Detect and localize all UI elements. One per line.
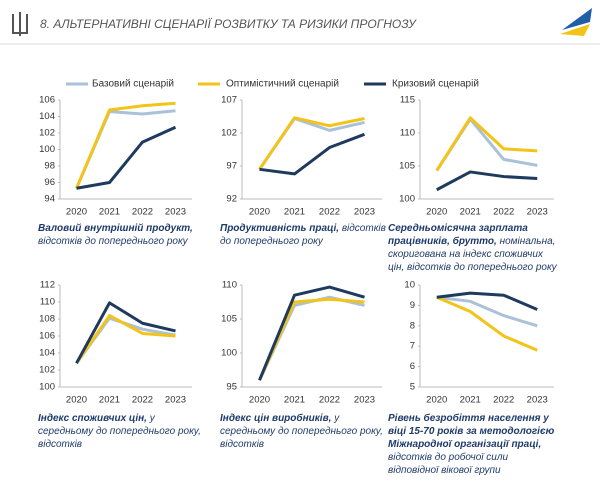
logo	[560, 8, 592, 36]
series-line	[259, 132, 366, 176]
series-line	[435, 116, 538, 172]
y-tick-label: 94	[44, 194, 55, 205]
legend-label: Кризовий сценарій	[392, 79, 479, 90]
chart-caption: Валовий внутрішній продукт, відсотків до…	[38, 222, 210, 248]
y-tick-label: 95	[226, 382, 237, 393]
x-tick-label: 2021	[99, 207, 120, 218]
y-tick-label: 106	[39, 331, 55, 342]
series-line	[75, 314, 176, 365]
x-tick-label: 2023	[527, 395, 548, 406]
series-line	[258, 285, 365, 381]
series-line	[76, 125, 177, 190]
x-tick-label: 2020	[249, 395, 270, 406]
y-tick-label: 100	[39, 382, 55, 393]
y-tick-label: 100	[221, 348, 237, 359]
y-tick-label: 112	[40, 280, 55, 291]
y-tick-label: 108	[39, 314, 55, 325]
legend-label: Оптимістичний сценарій	[226, 79, 339, 90]
x-tick-label: 2022	[132, 395, 153, 406]
x-tick-label: 2020	[426, 395, 447, 406]
caption-subtitle: відсотків до попереднього року	[220, 223, 386, 247]
caption-subtitle: номінальна, скоригована на індекс спожив…	[388, 236, 557, 273]
y-tick-label: 102	[39, 128, 55, 139]
y-tick-label: 97	[226, 161, 237, 172]
x-tick-label: 2023	[165, 207, 186, 218]
x-tick-label: 2023	[354, 207, 375, 218]
caption-title: Індекс цін виробників,	[220, 413, 332, 424]
caption-title: Валовий внутрішній продукт,	[38, 223, 193, 234]
y-tick-label: 104	[39, 111, 55, 122]
x-tick-label: 2022	[132, 207, 153, 218]
chart-caption: Індекс цін виробників, у середньому до п…	[220, 412, 392, 451]
y-tick-label: 8	[410, 320, 415, 331]
y-tick-label: 98	[44, 161, 55, 172]
x-tick-label: 2023	[165, 395, 186, 406]
y-tick-label: 9	[410, 300, 415, 311]
y-tick-label: 115	[400, 95, 415, 106]
x-tick-label: 2021	[460, 207, 481, 218]
y-tick-label: 92	[226, 194, 237, 205]
x-tick-label: 2022	[493, 207, 514, 218]
x-tick-label: 2022	[493, 395, 514, 406]
x-tick-label: 2023	[354, 395, 375, 406]
y-tick-label: 7	[410, 341, 415, 352]
x-tick-label: 2020	[66, 395, 87, 406]
x-tick-label: 2020	[426, 207, 447, 218]
caption-title: Індекс споживчих цін,	[38, 413, 147, 424]
page-title: 8. АЛЬТЕРНАТИВНІ СЦЕНАРІЇ РОЗВИТКУ ТА РИ…	[40, 17, 417, 31]
series-line	[436, 295, 538, 328]
series-line	[258, 116, 365, 171]
chart-caption: Рівень безробіття населення у віці 15-70…	[388, 412, 560, 477]
y-tick-label: 106	[39, 95, 55, 106]
legend-label: Базовий сценарій	[92, 79, 174, 90]
x-tick-label: 2021	[284, 207, 305, 218]
series-line	[75, 301, 176, 364]
caption-title: Рівень безробіття населення у віці 15-70…	[388, 413, 555, 450]
caption-title: Продуктивність праці,	[220, 223, 340, 234]
x-tick-label: 2022	[319, 207, 340, 218]
chart-caption: Індекс споживчих цін, у середньому до по…	[38, 412, 210, 451]
y-tick-label: 102	[39, 365, 55, 376]
x-tick-label: 2022	[319, 395, 340, 406]
y-tick-label: 102	[221, 128, 237, 139]
y-tick-label: 104	[39, 348, 55, 359]
caption-subtitle: відсотків до попереднього року	[38, 236, 188, 247]
y-tick-label: 10	[404, 280, 415, 291]
y-tick-label: 105	[221, 314, 237, 325]
caption-title: Середньомісячна зарплата працівників, бр…	[388, 223, 528, 247]
series-line	[75, 101, 176, 189]
y-tick-label: 110	[222, 280, 237, 291]
x-tick-label: 2021	[284, 395, 305, 406]
y-tick-label: 105	[399, 161, 415, 172]
x-tick-label: 2021	[99, 395, 120, 406]
caption-subtitle: у середньому до попереднього року, відсо…	[38, 413, 201, 450]
y-tick-label: 100	[39, 144, 55, 155]
series-line	[436, 295, 538, 352]
x-tick-label: 2020	[66, 207, 87, 218]
y-tick-label: 6	[410, 361, 415, 372]
emblem	[12, 12, 28, 36]
chart-caption: Середньомісячна зарплата працівників, бр…	[388, 222, 560, 274]
y-tick-label: 100	[399, 194, 415, 205]
y-tick-label: 5	[410, 382, 415, 393]
x-tick-label: 2021	[460, 395, 481, 406]
caption-subtitle: відсотків до робочої сили відповідної ві…	[388, 452, 509, 476]
series-line	[436, 170, 538, 192]
x-tick-label: 2023	[527, 207, 548, 218]
series-line	[436, 291, 538, 311]
chart-caption: Продуктивність праці, відсотків до попер…	[220, 222, 392, 248]
y-tick-label: 96	[44, 177, 55, 188]
caption-subtitle: у середньому до попереднього року, відсо…	[220, 413, 383, 450]
y-tick-label: 107	[221, 95, 237, 106]
y-tick-label: 110	[40, 297, 55, 308]
y-tick-label: 110	[400, 128, 415, 139]
x-tick-label: 2020	[249, 207, 270, 218]
